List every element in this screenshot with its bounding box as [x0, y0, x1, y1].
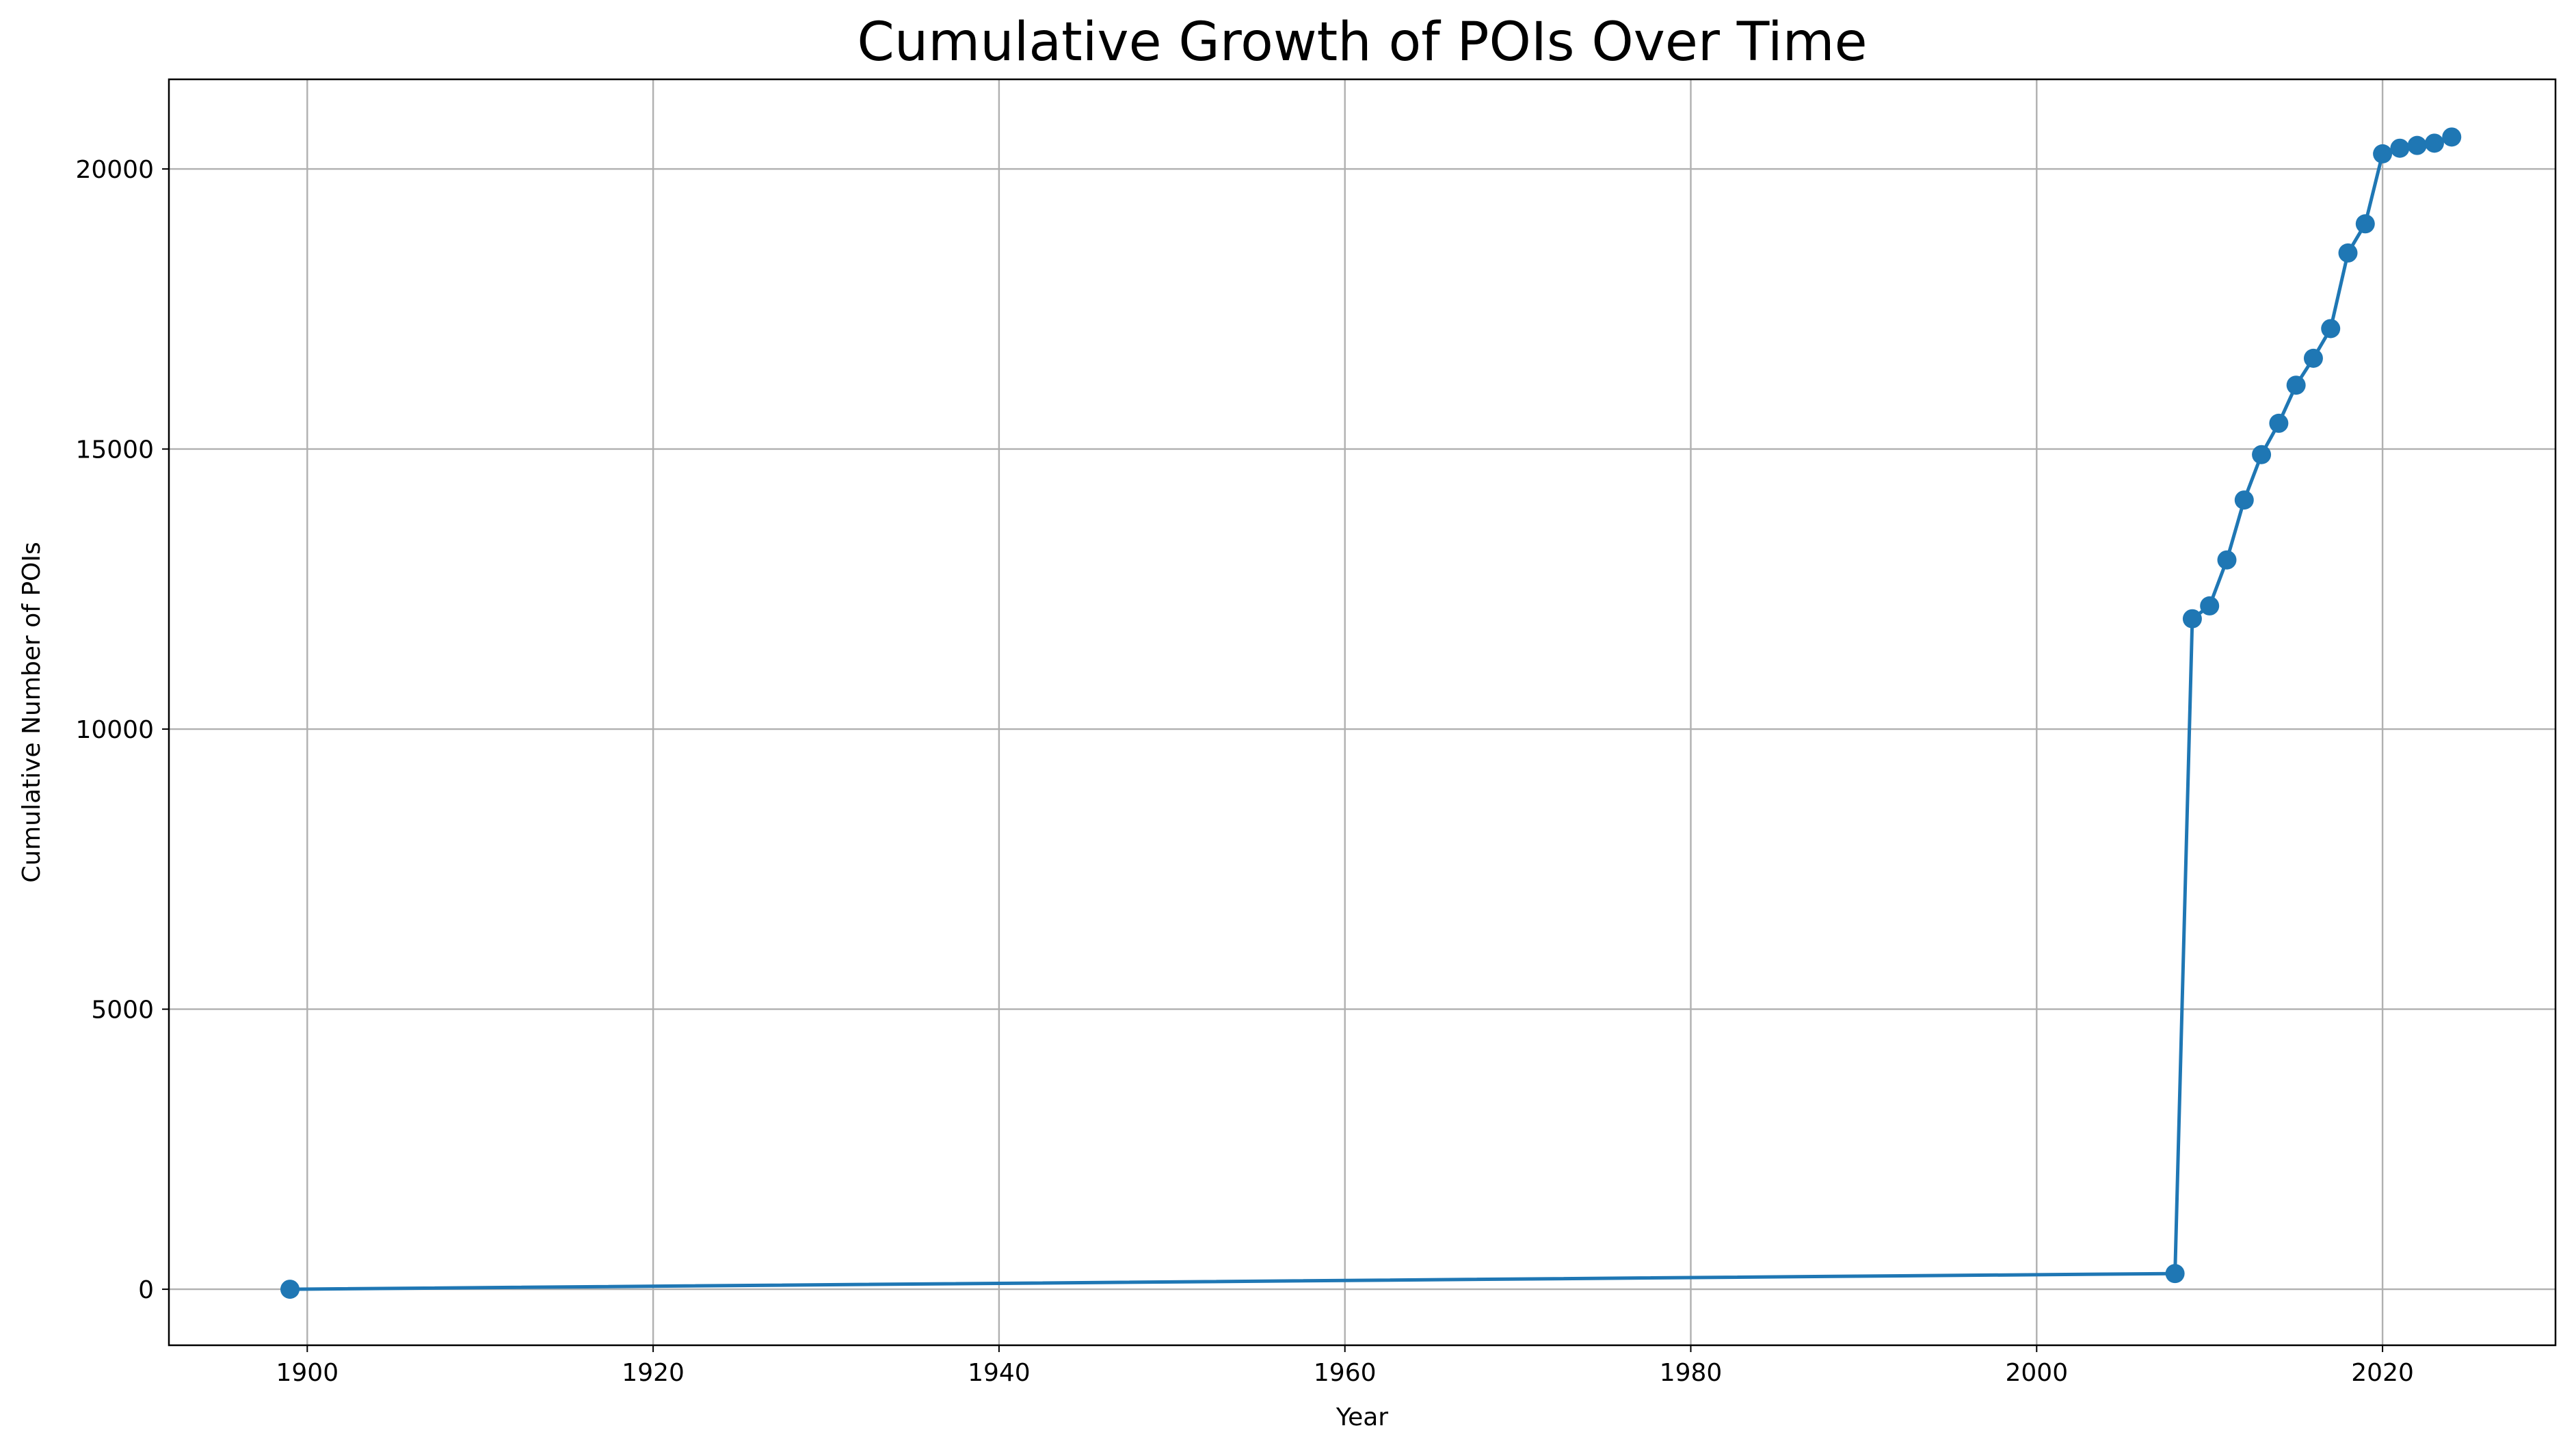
y-tick-label: 10000: [75, 716, 154, 744]
x-tick-label: 1960: [1314, 1359, 1377, 1387]
y-tick-label: 0: [138, 1276, 154, 1304]
data-point-marker: [2165, 1264, 2185, 1284]
series-markers: [280, 127, 2462, 1299]
data-point-marker: [2338, 243, 2358, 263]
x-tick-label: 1980: [1660, 1359, 1723, 1387]
plot-area-frame: [168, 78, 2557, 1347]
data-point-marker: [2269, 413, 2289, 433]
x-tick-label: 1920: [622, 1359, 685, 1387]
y-tick-label: 20000: [75, 156, 154, 184]
y-tick-label: 5000: [91, 996, 154, 1025]
chart-title: Cumulative Growth of POIs Over Time: [857, 12, 1867, 73]
y-tick-label: 15000: [75, 436, 154, 464]
x-tick-label: 1900: [276, 1359, 339, 1387]
data-point-marker: [2303, 348, 2323, 368]
y-axis-title: Cumulative Number of POIs: [18, 542, 46, 883]
data-point-marker: [2286, 375, 2306, 395]
data-point-marker: [280, 1280, 300, 1299]
x-tick-label: 1940: [968, 1359, 1031, 1387]
data-point-marker: [2200, 596, 2220, 616]
x-tick-label: 2000: [2005, 1359, 2068, 1387]
data-point-marker: [2355, 214, 2375, 234]
x-axis-title: Year: [1336, 1403, 1388, 1431]
x-tick-label: 2020: [2351, 1359, 2414, 1387]
axis-ticks: 1900 1920 1940 1960 1980 2000 2020 0 5000 10000 15…: [75, 156, 2413, 1387]
data-point-marker: [2321, 319, 2341, 339]
data-point-marker: [2234, 490, 2254, 510]
data-point-marker: [2442, 127, 2462, 147]
data-point-marker: [2373, 144, 2393, 163]
data-point-marker: [2252, 445, 2272, 464]
data-point-marker: [2424, 133, 2444, 153]
data-point-marker: [2217, 550, 2237, 570]
grid-lines: [169, 79, 2555, 1345]
data-point-marker: [2390, 138, 2410, 158]
data-point-marker: [2407, 135, 2427, 155]
data-point-marker: [2182, 609, 2202, 629]
